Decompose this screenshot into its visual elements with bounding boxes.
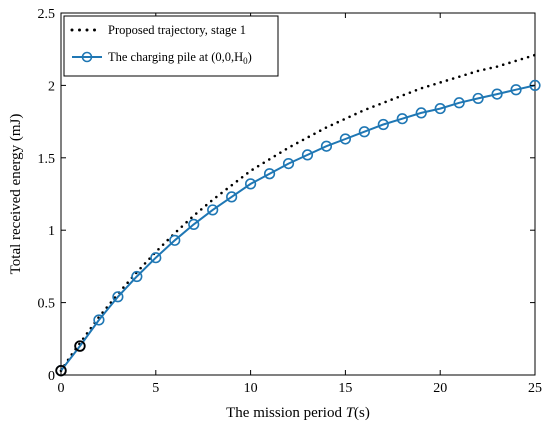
data-point-marker [301,149,314,161]
data-point-marker [150,252,162,264]
legend-circle-marker [81,51,93,63]
data-point-marker [415,107,427,119]
data-point-marker [245,178,257,190]
x-tick-label: 5 [152,381,159,396]
data-point-marker [320,140,333,152]
data-point-marker [396,113,408,125]
data-point-marker [169,234,181,246]
y-tick-label: 2.5 [38,7,56,22]
y-tick-label: 0.5 [38,297,56,312]
data-point-marker [282,157,295,170]
x-tick-label: 10 [244,381,258,396]
data-point-marker [263,168,276,180]
legend: Proposed trajectory, stage 1 The chargin… [63,15,279,77]
legend-box [63,15,279,77]
y-tick-label: 1.5 [38,152,56,167]
x-tick-label: 0 [58,381,65,396]
x-axis-label: The mission period T(s) [226,405,370,421]
x-tick-label: 25 [528,381,542,396]
data-point-marker [207,204,219,216]
data-point-marker [93,314,105,326]
data-point-marker [377,118,389,131]
x-tick-label: 20 [433,381,447,396]
series-line-stage1 [59,53,537,373]
legend-label-charging-pile: The charging pile at (0,0,H0) [108,50,252,66]
data-point-marker [339,133,352,145]
y-tick-label: 2 [48,79,55,94]
axis-layer: 0 5 10 15 20 25 0 0.5 1 1.5 2 2.5 [38,7,543,396]
x-tick-label: 15 [338,381,352,396]
data-point-marker [188,218,200,231]
data-point-marker [226,191,238,203]
data-point-marker [472,92,484,105]
y-tick-label: 1 [48,224,55,239]
y-axis-label: Total received energy (mJ) [8,114,24,275]
data-point-marker [112,291,124,303]
data-point-marker [453,97,465,109]
legend-label-stage1: Proposed trajectory, stage 1 [108,23,246,37]
series-layer [55,53,541,377]
data-point-marker [358,126,370,138]
data-point-marker [434,102,446,115]
data-point-marker [131,270,143,283]
highlighted-point-marker [74,340,86,352]
data-point-marker [510,84,522,96]
data-point-marker [491,88,503,100]
y-tick-label: 0 [48,369,55,384]
